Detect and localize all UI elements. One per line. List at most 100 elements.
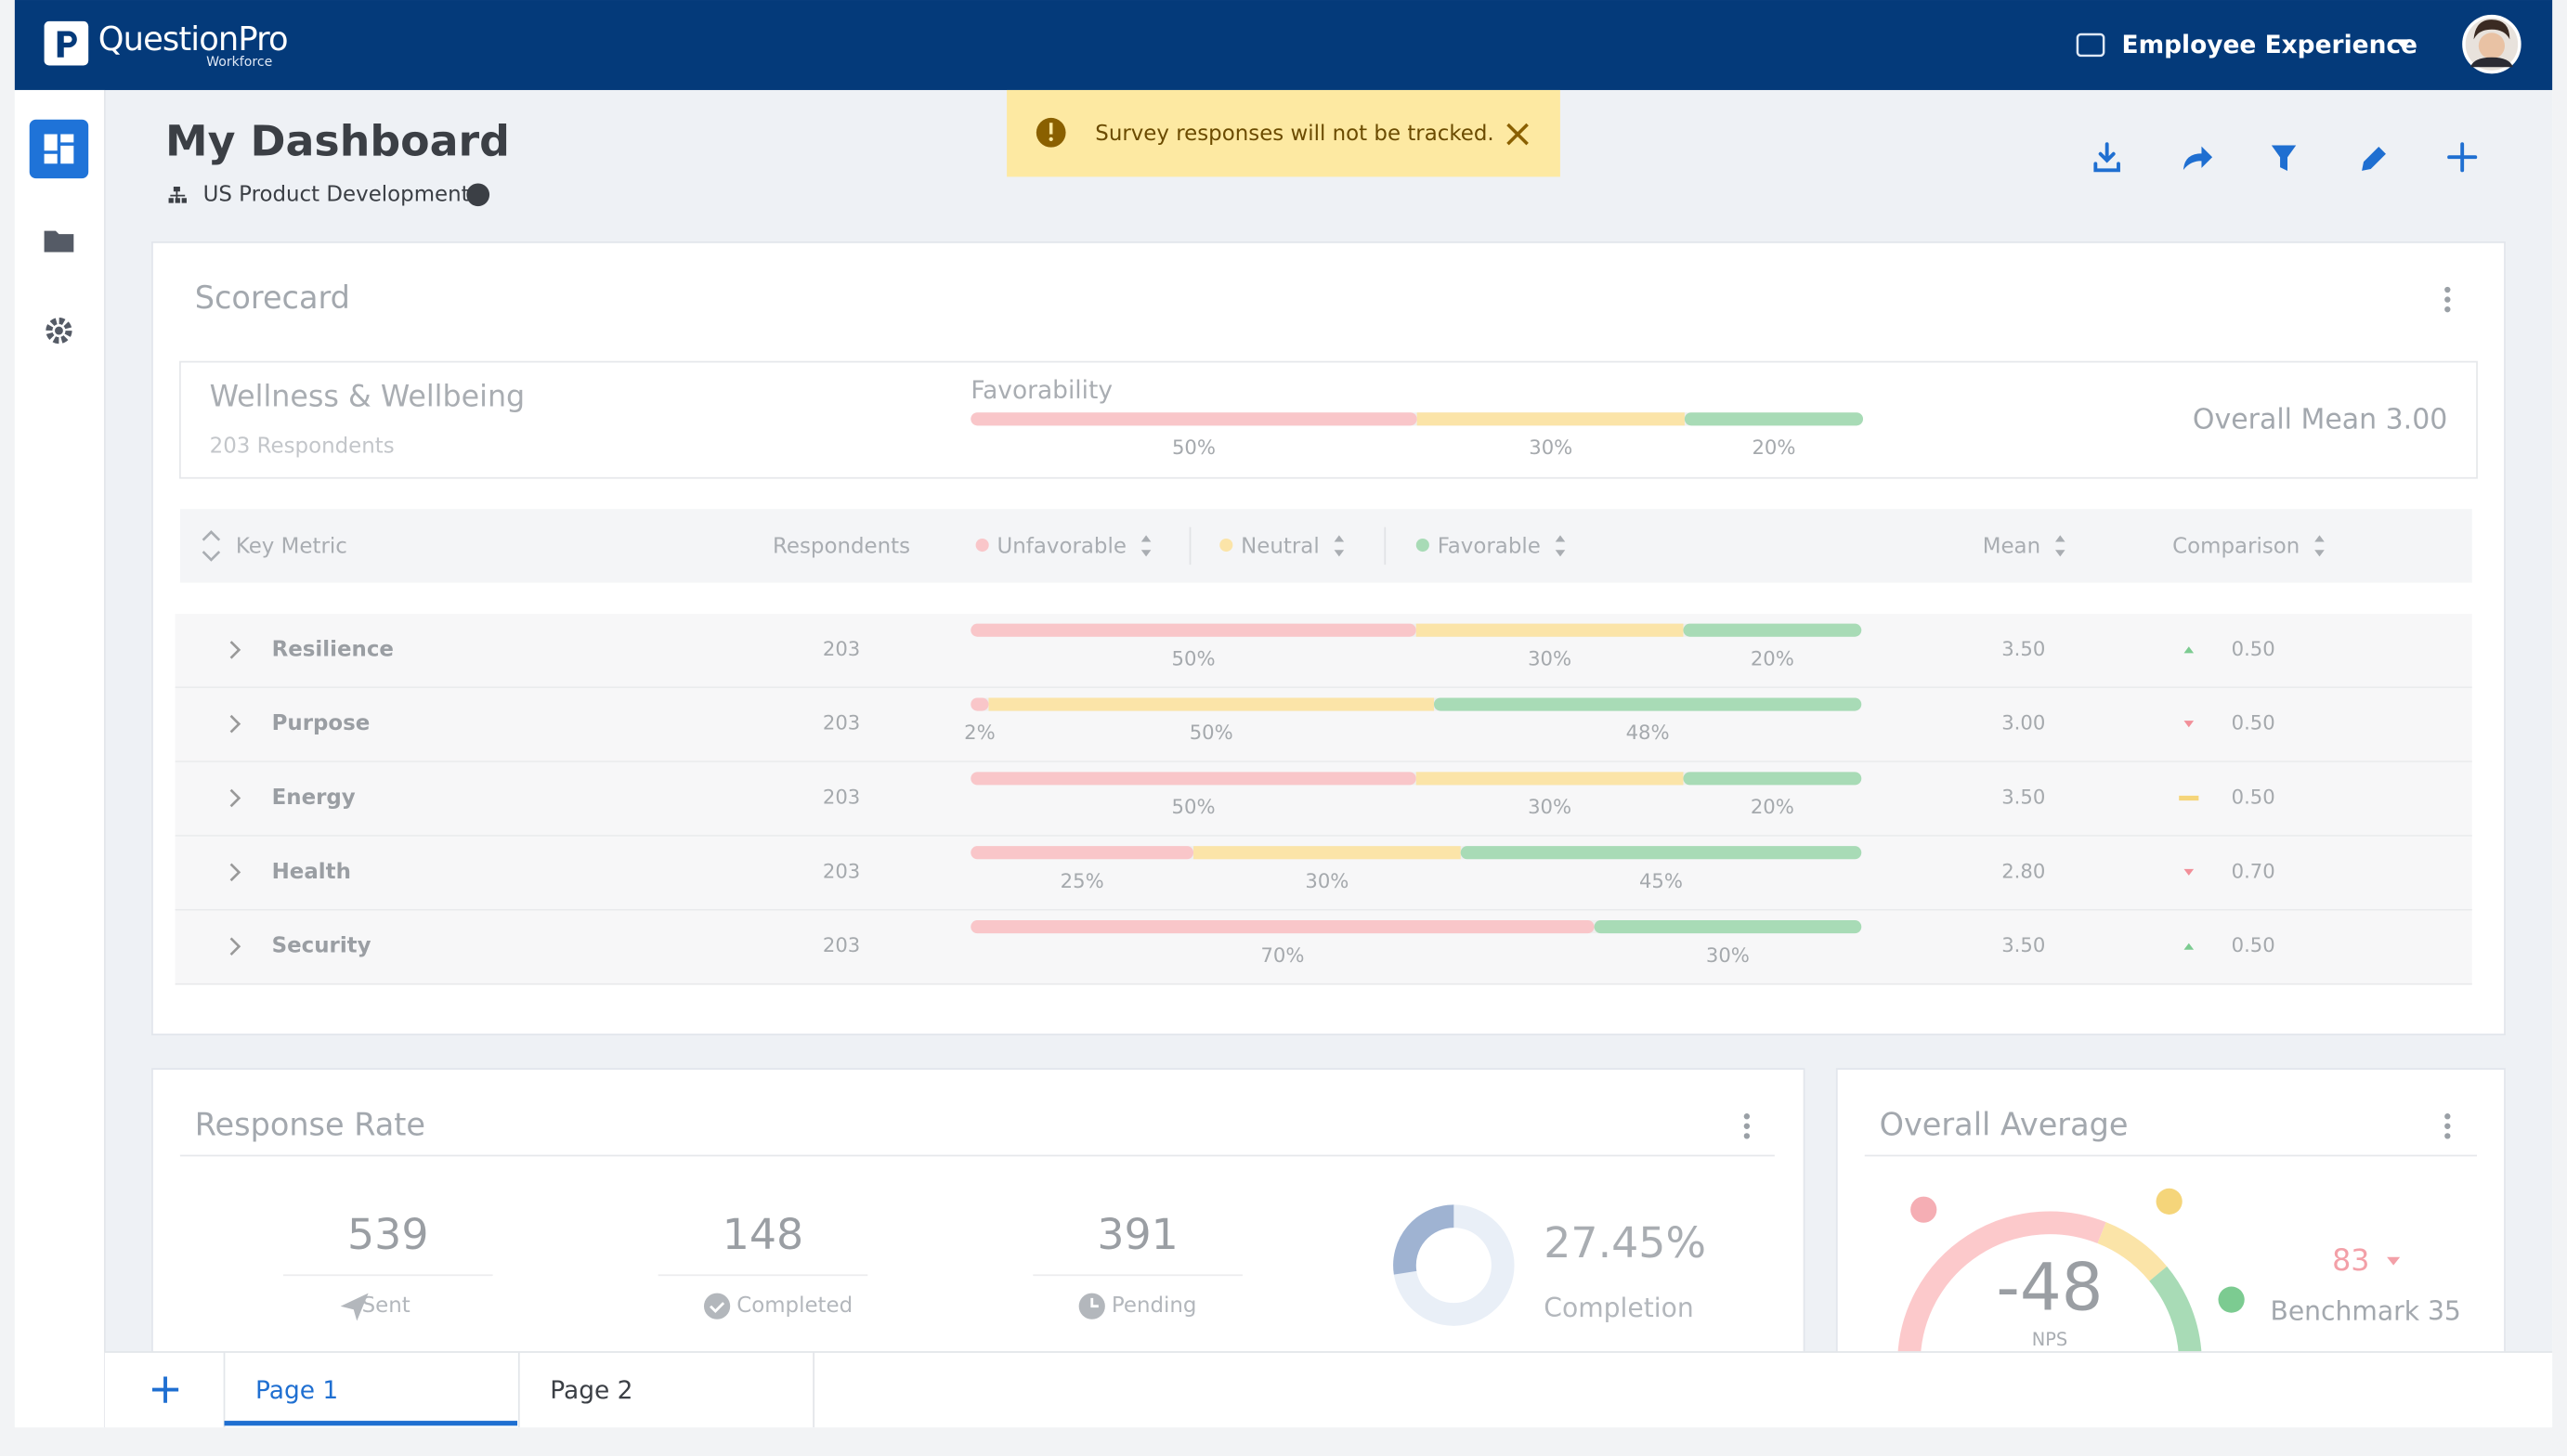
toast-icon-mark (1049, 123, 1053, 134)
bar-segment (971, 624, 1415, 637)
text: 0.50 (2232, 637, 2275, 660)
text: 45% (1639, 869, 1683, 892)
stat-icon (704, 1294, 730, 1320)
text: Health (272, 860, 351, 884)
text: 70% (1260, 943, 1304, 967)
text: 391 (1097, 1209, 1178, 1259)
text: 2% (964, 721, 996, 744)
bar-segment (1417, 412, 1685, 425)
text: 203 (823, 859, 860, 882)
bar-segment (971, 412, 1416, 425)
card-menu[interactable] (2444, 1124, 2450, 1129)
text: 50% (1172, 646, 1216, 670)
avatar-face (2479, 32, 2505, 58)
bar-segment (1434, 697, 1861, 710)
text: 27.45% (1544, 1217, 1706, 1268)
text[interactable]: Comparison (2172, 534, 2300, 558)
bar-segment (971, 697, 988, 710)
text: 30% (1706, 943, 1750, 967)
gauge-face (1910, 1197, 1936, 1223)
gauge-face (2157, 1189, 2183, 1215)
text: 539 (347, 1209, 428, 1259)
text: Workforce (206, 55, 272, 70)
text: Survey responses will not be tracked. (1095, 122, 1493, 146)
text: 30% (1528, 795, 1571, 818)
text[interactable]: Employee Experience (2122, 31, 2417, 59)
bar-segment (1595, 920, 1862, 933)
text: 3.00 (2001, 711, 2045, 734)
text: 25% (1061, 869, 1104, 892)
text: Energy (272, 786, 356, 810)
text: 50% (1172, 436, 1216, 459)
legend-dot (1219, 539, 1232, 552)
text[interactable]: Neutral (1241, 534, 1320, 558)
text: Sent (362, 1294, 410, 1318)
text: 50% (1172, 795, 1216, 818)
text[interactable]: Page 2 (550, 1376, 632, 1405)
text: Pending (1112, 1294, 1197, 1318)
text[interactable]: Unfavorable (997, 534, 1127, 558)
card-menu[interactable] (1744, 1113, 1750, 1119)
text: 30% (1305, 869, 1349, 892)
text: My Dashboard (165, 116, 510, 166)
bar-segment (971, 772, 1415, 785)
text: 20% (1751, 795, 1794, 818)
bar-segment (1193, 846, 1461, 859)
text: QuestionPro (98, 20, 288, 58)
text: Key Metric (236, 534, 347, 558)
text[interactable]: Page 1 (255, 1376, 338, 1405)
text: 203 (823, 711, 860, 734)
bar-segment (1683, 772, 1861, 785)
text: Overall Mean 3.00 (2193, 404, 2447, 436)
text: 0.50 (2232, 711, 2275, 734)
text: 148 (723, 1209, 803, 1259)
bar-segment (1416, 772, 1684, 785)
text: 203 Respondents (210, 435, 395, 459)
nav-dashboard[interactable] (30, 120, 88, 178)
gauge-face (2219, 1287, 2245, 1313)
bar-segment (971, 846, 1193, 859)
text: 50% (1190, 721, 1233, 744)
card-menu[interactable] (2444, 1113, 2450, 1119)
card-menu[interactable] (2444, 296, 2450, 302)
text[interactable]: Favorable (1438, 534, 1541, 558)
bar-segment (1416, 624, 1684, 637)
text: Completion (1544, 1293, 1693, 1323)
legend-dot (976, 539, 989, 552)
text: 20% (1752, 436, 1795, 459)
toast-icon-dot (1049, 137, 1053, 141)
text: Completed (736, 1294, 853, 1318)
card-menu[interactable] (2444, 306, 2450, 312)
text: Response Rate (195, 1106, 425, 1142)
card-menu[interactable] (1744, 1133, 1750, 1138)
text: 3.50 (2001, 637, 2045, 660)
card-menu[interactable] (2444, 287, 2450, 292)
text: 3.50 (2001, 786, 2045, 809)
bar-segment (971, 920, 1594, 933)
bar-segment (988, 697, 1433, 710)
text: Overall Average (1880, 1106, 2129, 1142)
text: 203 (823, 786, 860, 809)
sidebar (15, 90, 105, 1427)
text: -48 (1996, 1249, 2103, 1325)
text: 48% (1626, 721, 1670, 744)
tab-bar (105, 1352, 2552, 1427)
table-header (180, 509, 2472, 582)
text: US Product Development (203, 182, 470, 206)
card-menu[interactable] (2444, 1133, 2450, 1138)
text: Wellness & Wellbeing (210, 380, 526, 413)
text: 0.50 (2232, 786, 2275, 809)
tab-active-underline (224, 1421, 517, 1425)
text: 3.50 (2001, 933, 2045, 956)
text: Resilience (272, 637, 394, 661)
text: 0.50 (2232, 933, 2275, 956)
nav-settings-hub (55, 327, 63, 335)
text: Favorability (971, 376, 1113, 405)
help-icon[interactable] (466, 183, 489, 206)
text[interactable]: Mean (1983, 534, 2040, 558)
card-menu[interactable] (1744, 1124, 1750, 1129)
bar-segment (1685, 412, 1863, 425)
text: 83 (2332, 1244, 2369, 1278)
